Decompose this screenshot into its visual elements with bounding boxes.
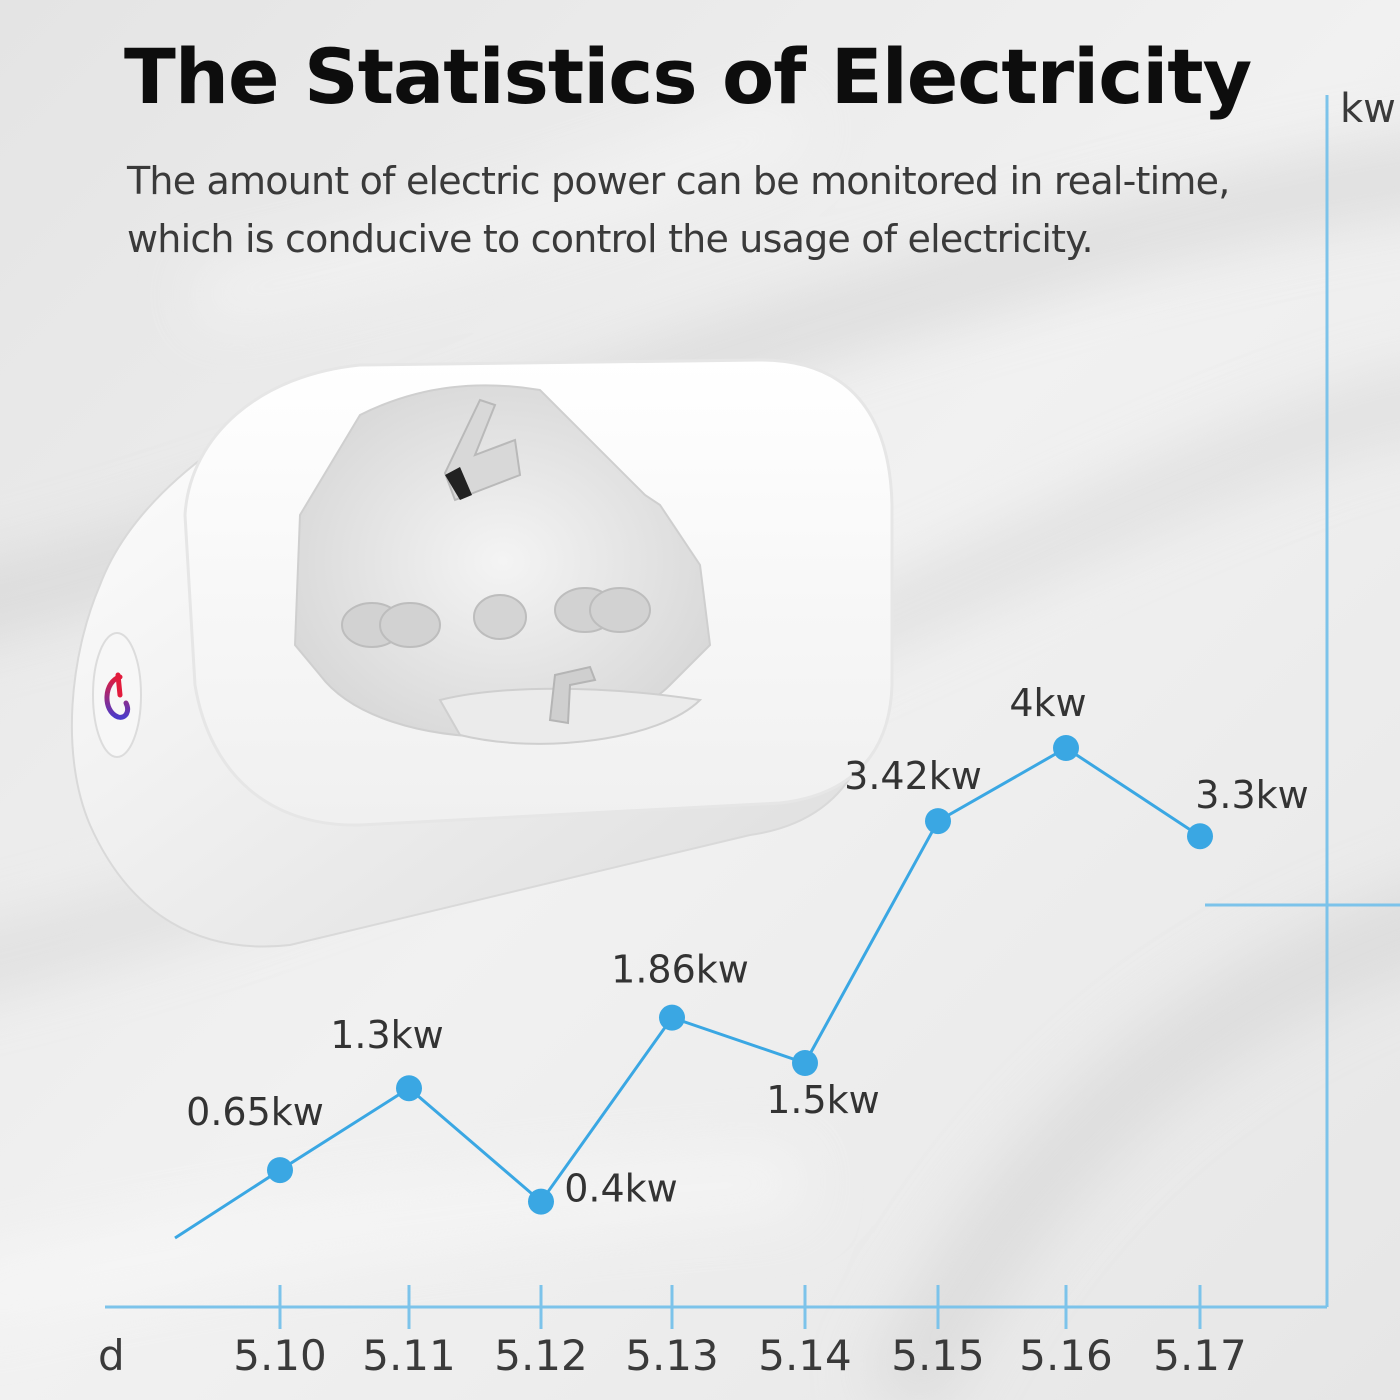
x-tick-label: 5.14 <box>758 1331 852 1380</box>
data-label: 3.42kw <box>844 754 982 798</box>
data-point <box>659 1004 685 1031</box>
x-tick-label: 5.10 <box>233 1331 327 1380</box>
smart-plug-socket-icon <box>70 358 894 948</box>
page-title: The Statistics of Electricity <box>124 32 1252 121</box>
data-point <box>925 808 951 835</box>
data-label: 0.4kw <box>564 1167 678 1211</box>
data-label: 1.5kw <box>766 1078 880 1122</box>
y-axis-label: kw <box>1340 86 1396 132</box>
data-point <box>1187 823 1213 850</box>
x-tick-label: 5.15 <box>891 1331 985 1380</box>
subtitle-line-1: The amount of electric power can be moni… <box>127 159 1230 203</box>
page-subtitle: The amount of electric power can be moni… <box>127 152 1230 268</box>
subtitle-line-2: which is conducive to control the usage … <box>127 217 1094 261</box>
power-icon <box>104 672 131 720</box>
x-tick-label: 5.16 <box>1019 1331 1113 1380</box>
x-tick-label: 5.12 <box>494 1331 588 1380</box>
series-line <box>174 746 1201 1240</box>
data-point <box>267 1157 293 1184</box>
data-point <box>1053 735 1079 761</box>
data-label: 1.3kw <box>330 1013 444 1057</box>
data-label: 0.65kw <box>186 1090 324 1134</box>
x-tick-label: 5.17 <box>1153 1331 1247 1380</box>
data-point <box>792 1050 818 1076</box>
data-label: 3.3kw <box>1195 773 1309 817</box>
data-label: 4kw <box>1009 681 1086 725</box>
data-label: 1.86kw <box>611 948 749 992</box>
x-tick-label: 5.13 <box>625 1331 719 1380</box>
x-axis-label: d <box>98 1331 125 1380</box>
x-tick-label: 5.11 <box>362 1331 456 1380</box>
data-point <box>396 1075 422 1102</box>
data-point <box>528 1188 554 1215</box>
